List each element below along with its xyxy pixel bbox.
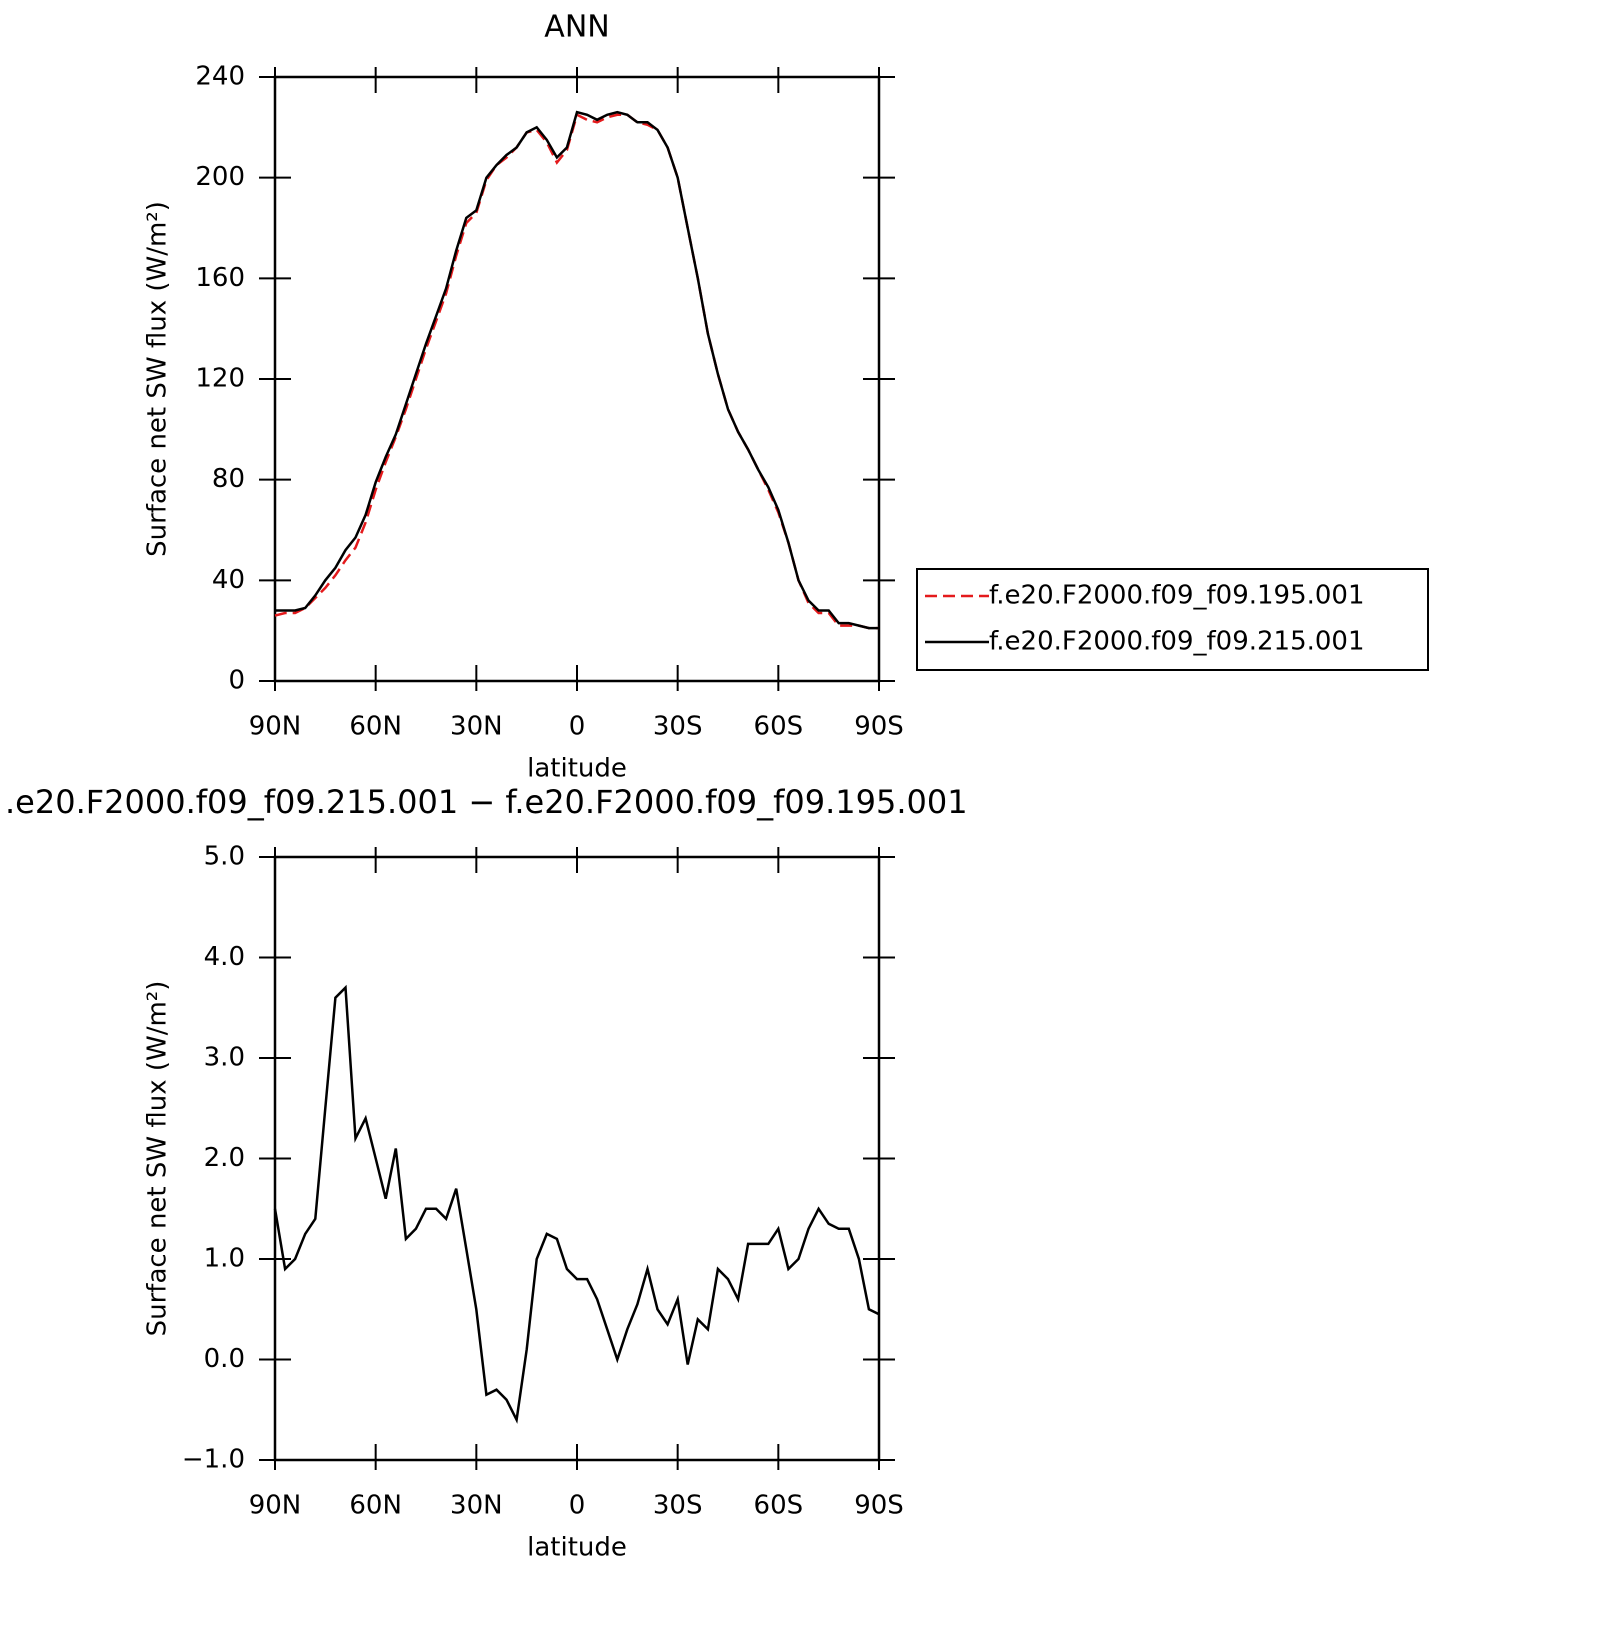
y-tick-label: −1.0 bbox=[182, 1445, 245, 1475]
x-tick-label: 60N bbox=[349, 1491, 402, 1521]
plot-frame bbox=[273, 75, 881, 683]
plot-frame bbox=[273, 855, 881, 1462]
x-axis-label: latitude bbox=[527, 1533, 627, 1563]
y-tick-label: 0.0 bbox=[204, 1344, 245, 1374]
y-tick-label: 240 bbox=[195, 62, 245, 92]
x-tick-label: 60S bbox=[754, 1491, 804, 1521]
x-tick-label: 0 bbox=[569, 712, 586, 742]
y-tick-label: 3.0 bbox=[204, 1043, 245, 1073]
y-tick-label: 160 bbox=[195, 263, 245, 293]
x-tick-label: 0 bbox=[569, 1491, 586, 1521]
x-tick-label: 90N bbox=[249, 1491, 302, 1521]
x-tick-label: 30N bbox=[450, 712, 503, 742]
legend-box bbox=[916, 568, 1429, 671]
y-tick-label: 1.0 bbox=[204, 1244, 245, 1274]
data-line bbox=[275, 110, 879, 630]
x-tick-label: 90N bbox=[249, 712, 302, 742]
x-tick-label: 90S bbox=[854, 712, 904, 742]
chart-title: ANN bbox=[544, 10, 609, 45]
x-tick-label: 30S bbox=[653, 1491, 703, 1521]
y-tick-label: 4.0 bbox=[204, 942, 245, 972]
y-tick-label: 2.0 bbox=[204, 1143, 245, 1173]
chart-title: .e20.F2000.f09_f09.215.001 − f.e20.F2000… bbox=[5, 783, 968, 821]
y-axis-label: Surface net SW flux (W/m²) bbox=[143, 201, 173, 557]
data-line bbox=[273, 984, 880, 1424]
y-tick-label: 80 bbox=[212, 464, 245, 494]
y-tick-label: 40 bbox=[212, 565, 245, 595]
y-tick-label: 5.0 bbox=[204, 842, 245, 872]
x-tick-label: 30S bbox=[653, 712, 703, 742]
y-tick-label: 0 bbox=[228, 666, 245, 696]
x-axis-label: latitude bbox=[527, 754, 627, 784]
x-tick-label: 90S bbox=[854, 1491, 904, 1521]
x-tick-label: 60S bbox=[754, 712, 804, 742]
x-tick-label: 30N bbox=[450, 1491, 503, 1521]
legend-label: f.e20.F2000.f09_f09.195.001 bbox=[989, 581, 1365, 611]
data-line bbox=[274, 113, 879, 630]
y-tick-label: 200 bbox=[195, 162, 245, 192]
y-tick-label: 120 bbox=[195, 364, 245, 394]
x-tick-label: 60N bbox=[349, 712, 402, 742]
y-axis-label: Surface net SW flux (W/m²) bbox=[143, 981, 173, 1337]
legend-label: f.e20.F2000.f09_f09.215.001 bbox=[989, 627, 1365, 657]
